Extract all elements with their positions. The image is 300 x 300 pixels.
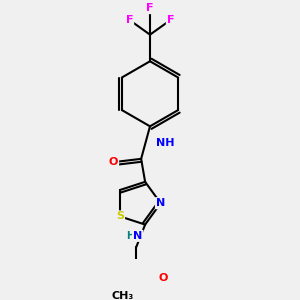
Text: H: H xyxy=(126,231,134,241)
Text: N: N xyxy=(133,231,142,241)
Text: F: F xyxy=(126,15,133,25)
Text: F: F xyxy=(146,3,154,13)
Text: F: F xyxy=(167,15,174,25)
Text: O: O xyxy=(159,273,168,283)
Text: NH: NH xyxy=(156,138,174,148)
Text: CH₃: CH₃ xyxy=(112,290,134,300)
Text: N: N xyxy=(156,198,165,208)
Text: S: S xyxy=(116,212,124,221)
Text: O: O xyxy=(109,157,118,167)
